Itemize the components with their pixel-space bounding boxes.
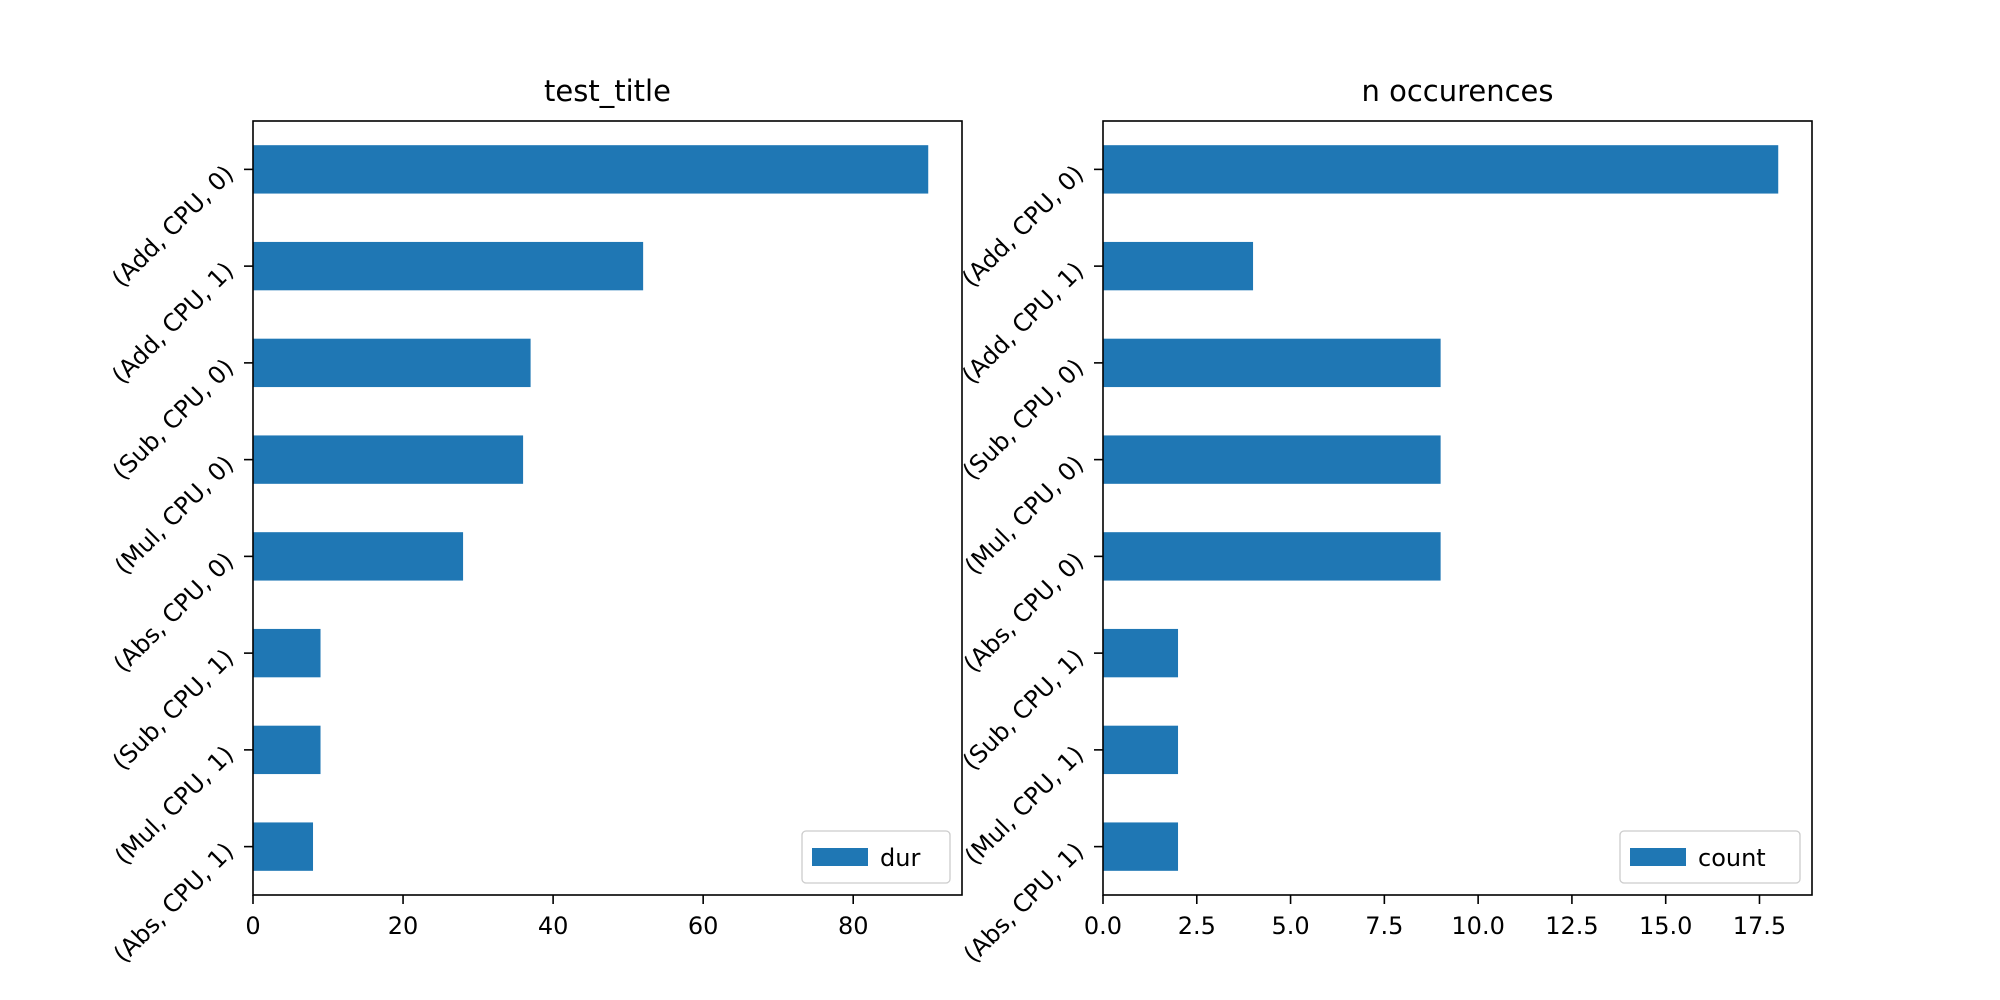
chart-title: test_title	[544, 74, 671, 108]
x-tick-label: 5.0	[1271, 912, 1309, 940]
x-tick-label: 20	[388, 912, 419, 940]
bar-3	[253, 338, 531, 388]
legend-swatch	[812, 848, 868, 866]
legend	[801, 830, 951, 884]
bar-4	[1103, 435, 1441, 484]
x-tick-label: 60	[688, 912, 719, 940]
bar-7	[1103, 725, 1179, 775]
bar-8	[1103, 822, 1179, 871]
bar-2	[1103, 241, 1254, 291]
bar-5	[1103, 532, 1441, 581]
chart-title: n occurences	[1361, 74, 1553, 108]
x-tick-label: 0.0	[1084, 912, 1122, 940]
x-tick-label: 7.5	[1365, 912, 1403, 940]
x-tick-label: 80	[838, 912, 869, 940]
x-tick-label: 17.5	[1733, 912, 1786, 940]
legend-label: dur	[880, 844, 920, 872]
bar-6	[1103, 628, 1179, 678]
legend-label: count	[1698, 844, 1766, 872]
x-tick-label: 15.0	[1639, 912, 1692, 940]
axes-frame	[1102, 120, 1813, 896]
bar-5	[253, 532, 464, 581]
bar-1	[1103, 145, 1779, 194]
x-tick-label: 12.5	[1545, 912, 1598, 940]
bar-8	[253, 822, 314, 871]
legend-swatch	[1630, 848, 1686, 866]
x-tick-label: 0	[245, 912, 260, 940]
x-tick-label: 10.0	[1451, 912, 1504, 940]
bar-4	[253, 435, 524, 484]
axes-frame	[252, 120, 963, 896]
bar-2	[253, 241, 644, 291]
bar-3	[1103, 338, 1441, 388]
bar-7	[253, 725, 321, 775]
bar-6	[253, 628, 321, 678]
x-tick-label: 2.5	[1178, 912, 1216, 940]
bar-1	[253, 145, 929, 194]
x-tick-label: 40	[538, 912, 569, 940]
legend	[1619, 830, 1801, 884]
